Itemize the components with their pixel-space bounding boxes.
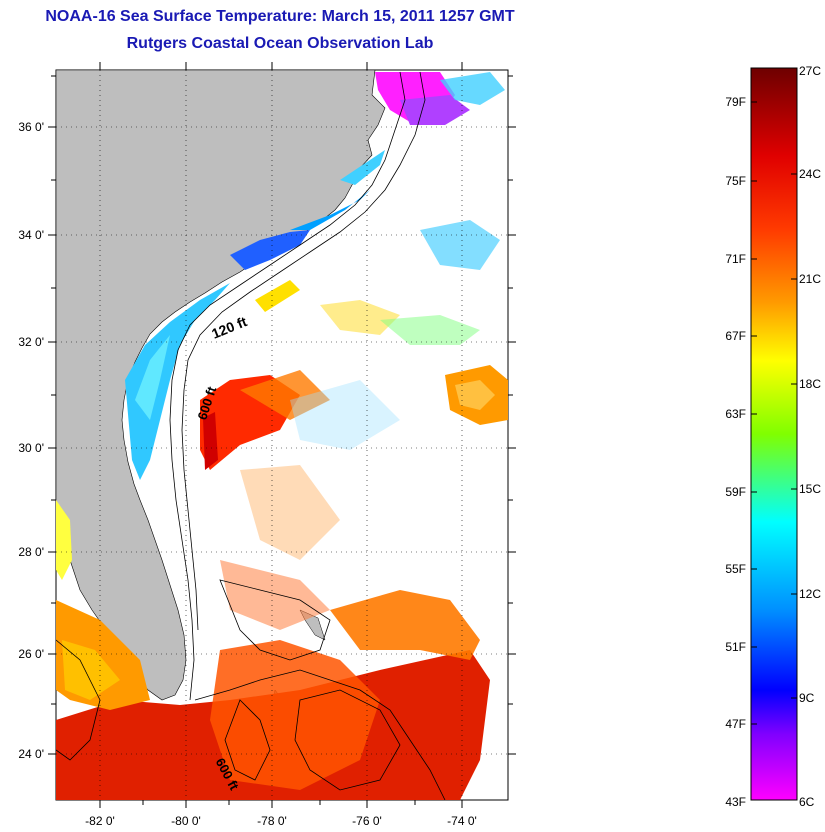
colorbar-f-label: 79F [725, 95, 746, 109]
colorbar-f-label: 43F [725, 795, 746, 809]
lat-label: 24 0' [18, 747, 44, 761]
bathymetry-contours [56, 71, 446, 800]
lat-label: 26 0' [18, 647, 44, 661]
colorbar-f-label: 51F [725, 640, 746, 654]
colorbar-c-label: 27C [799, 64, 821, 78]
lat-label: 34 0' [18, 228, 44, 242]
colorbar-f-label: 59F [725, 485, 746, 499]
lat-label: 30 0' [18, 441, 44, 455]
colorbar-c-label: 18C [799, 377, 821, 391]
sst-patches [56, 72, 508, 800]
lon-label: -80 0' [171, 814, 201, 828]
colorbar-f-label: 71F [725, 252, 746, 266]
colorbar [750, 67, 798, 801]
colorbar-f-label: 75F [725, 174, 746, 188]
map-title: NOAA-16 Sea Surface Temperature: March 1… [45, 8, 515, 25]
colorbar-c-label: 9C [799, 691, 815, 705]
graticule [56, 70, 508, 800]
lat-label: 32 0' [18, 335, 44, 349]
lon-label: -76 0' [352, 814, 382, 828]
colorbar-f-label: 63F [725, 407, 746, 421]
colorbar-c-label: 12C [799, 587, 821, 601]
lon-label: -78 0' [257, 814, 287, 828]
lat-label: 36 0' [18, 120, 44, 134]
colorbar-f-label: 55F [725, 562, 746, 576]
colorbar-c-label: 24C [799, 167, 821, 181]
colorbar-f-label: 67F [725, 329, 746, 343]
lon-label: -82 0' [85, 814, 115, 828]
lat-label: 28 0' [18, 545, 44, 559]
colorbar-c-label: 15C [799, 482, 821, 496]
colorbar-c-label: 21C [799, 272, 821, 286]
colorbar-c-label: 6C [799, 795, 815, 809]
map-subtitle: Rutgers Coastal Ocean Observation Lab [126, 35, 434, 52]
colorbar-f-label: 47F [725, 717, 746, 731]
lon-label: -74 0' [447, 814, 477, 828]
colorbar-f-ticks [751, 101, 797, 725]
axis-ticks [48, 62, 516, 808]
